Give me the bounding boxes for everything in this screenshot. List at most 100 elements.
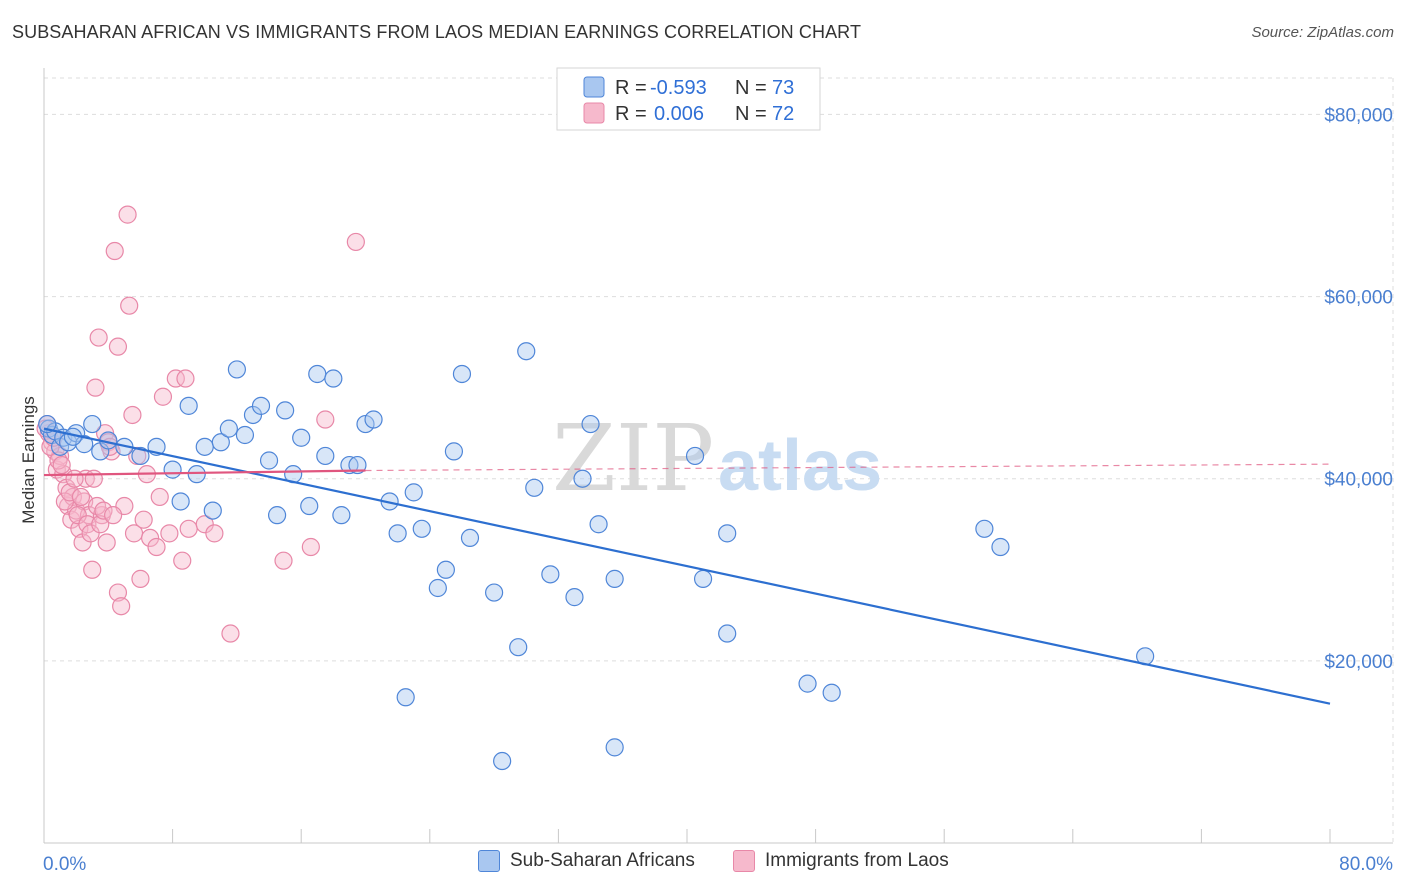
pink-point [68, 506, 87, 525]
y-axis-label: Median Earnings [19, 396, 38, 524]
pink-point [104, 506, 123, 525]
pink-point [123, 405, 142, 425]
pink-point [71, 487, 91, 507]
pink-point [176, 369, 195, 388]
bottom-legend-label-pink: Immigrants from Laos [765, 850, 949, 871]
blue-point [589, 515, 608, 534]
blue-point [187, 465, 206, 484]
blue-point [605, 569, 624, 588]
legend-n-value-pink: 72 [772, 103, 794, 125]
blue-point [718, 524, 737, 543]
pink-point [86, 378, 105, 397]
blue-point [203, 501, 222, 520]
pink-point [173, 551, 192, 570]
pink-point [153, 387, 173, 406]
pink-point [274, 551, 293, 570]
blue-point [83, 414, 102, 434]
blue-trend-line [43, 427, 1331, 705]
pink-point [65, 469, 84, 488]
pink-point [84, 469, 103, 488]
bottom-legend-item-blue[interactable]: Sub-Saharan Africans [478, 850, 695, 872]
blue-point [718, 624, 737, 643]
pink-point [150, 487, 169, 507]
pink-point [118, 205, 137, 224]
chart-title: SUBSAHARAN AFRICAN VS IMMIGRANTS FROM LA… [12, 22, 862, 42]
blue-point [316, 446, 335, 466]
blue-point [179, 396, 198, 415]
pink-point [83, 560, 102, 579]
pink-trend-line [43, 469, 366, 477]
x-tick-label-max: 80.0% [1339, 854, 1393, 875]
blue-point [573, 469, 592, 488]
pink-point [105, 241, 124, 261]
legend-n-label-blue: N = [735, 77, 767, 99]
blue-point [412, 519, 431, 538]
pink-point [301, 537, 320, 557]
blue-point [195, 437, 214, 456]
blue-point [292, 428, 311, 447]
blue-point [267, 506, 287, 525]
y-tick-label: $60,000 [1324, 288, 1393, 309]
pink-point [81, 524, 100, 543]
blue-point [509, 638, 528, 657]
bottom-legend-label-blue: Sub-Saharan Africans [510, 850, 695, 871]
bottom-legend-swatch-blue [478, 850, 500, 872]
watermark: ZIP atlas [552, 405, 882, 512]
trend-lines [43, 427, 1331, 705]
blue-point [693, 569, 713, 588]
pink-point [60, 483, 79, 502]
blue-point [460, 528, 480, 548]
bottom-legend-item-pink[interactable]: Immigrants from Laos [733, 850, 949, 872]
pink-point [179, 519, 198, 538]
pink-point [89, 328, 108, 347]
blue-point [485, 583, 504, 602]
blue-point [822, 683, 841, 702]
blue-point [227, 360, 246, 379]
blue-point [75, 435, 94, 454]
pink-point [108, 583, 128, 602]
blue-point [493, 751, 512, 771]
blue-point [975, 519, 994, 538]
axes [43, 68, 1393, 844]
blue-point [332, 506, 351, 525]
blue-point [324, 369, 343, 388]
blue-point [364, 410, 383, 429]
pink-point [205, 524, 224, 543]
legend: R = -0.593 N = 73 R = 0.006 N = 72 [556, 67, 821, 131]
blue-points [38, 342, 1155, 771]
y-tick-label: $20,000 [1324, 652, 1393, 673]
pink-trend-line-extended [365, 463, 1331, 472]
y-tick-label: $40,000 [1324, 470, 1393, 491]
pink-point [140, 528, 160, 548]
legend-swatch-blue [583, 76, 605, 98]
pink-point [195, 515, 214, 534]
blue-point [163, 460, 182, 479]
legend-n-value-blue: 73 [772, 77, 794, 99]
bottom-legend-swatch-pink [733, 850, 755, 872]
legend-r-label-pink: R = [615, 103, 647, 125]
legend-r-value-pink: 0.006 [654, 103, 704, 125]
legend-r-label-blue: R = [615, 77, 647, 99]
pink-point [147, 537, 166, 557]
blue-point [685, 446, 705, 466]
pink-points [36, 205, 365, 643]
pink-point [316, 410, 335, 429]
blue-point [131, 446, 150, 466]
blue-point [452, 364, 472, 384]
blue-point [444, 442, 464, 461]
blue-point [565, 588, 584, 607]
pink-point [91, 515, 110, 534]
pink-point [97, 533, 116, 552]
blue-point [388, 524, 407, 543]
blue-point [541, 565, 560, 584]
blue-point [396, 688, 415, 707]
blue-point [38, 414, 57, 434]
blue-point [211, 433, 230, 452]
blue-point [219, 419, 238, 438]
blue-point [300, 496, 319, 516]
blue-point [404, 483, 423, 502]
blue-point [235, 425, 255, 445]
blue-point [798, 674, 817, 693]
legend-r-value-blue: -0.593 [650, 77, 707, 99]
